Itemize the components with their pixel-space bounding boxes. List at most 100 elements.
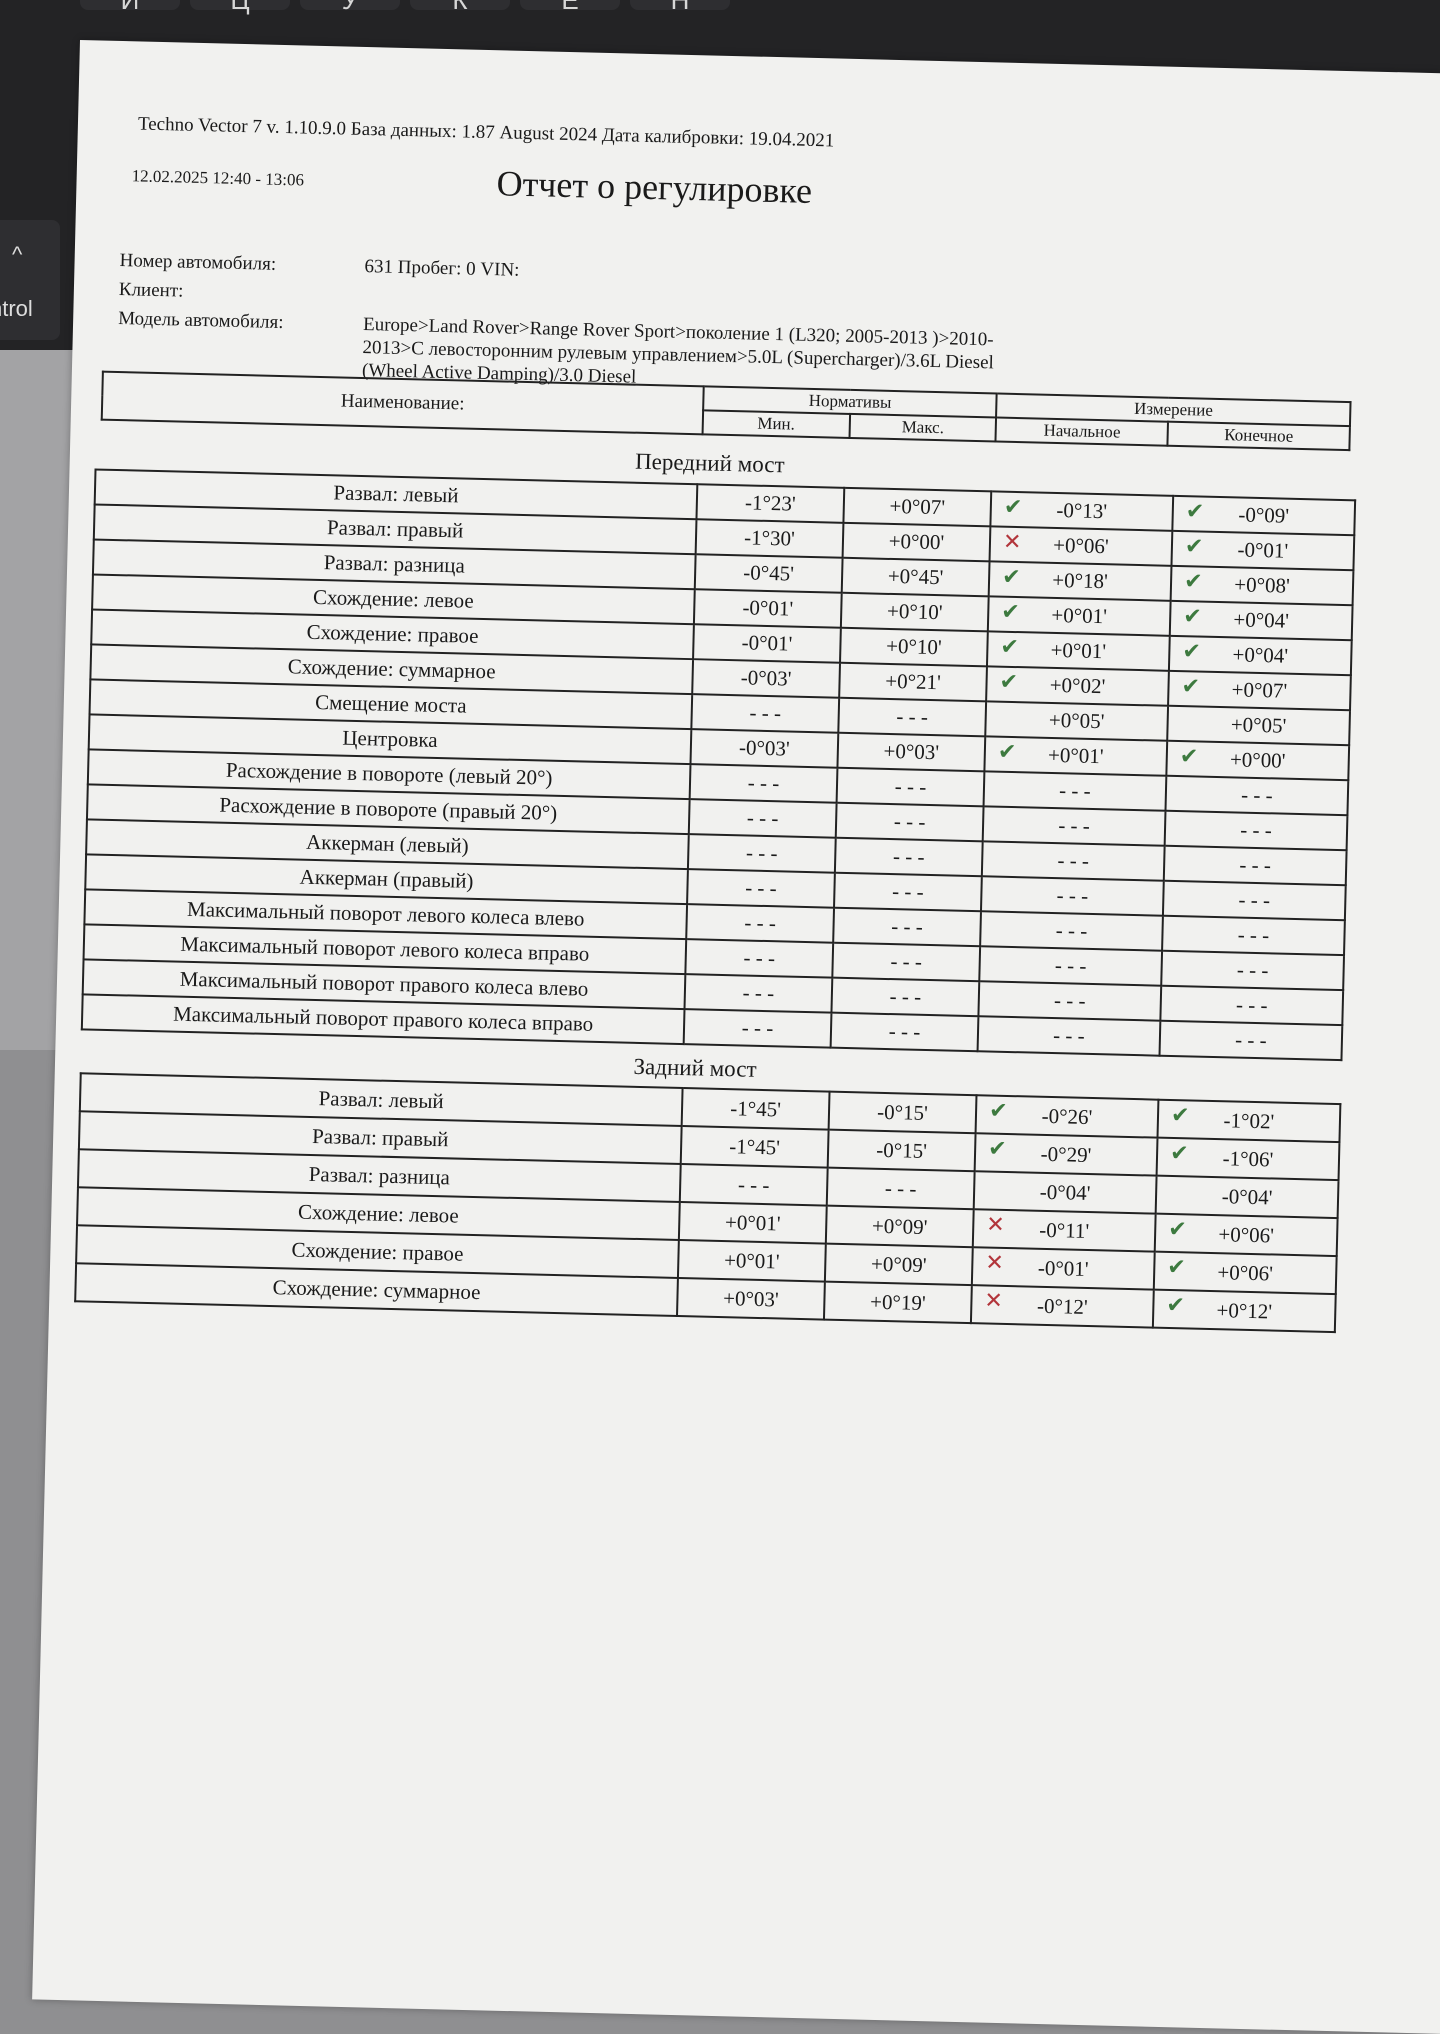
initial-cell: ✕ -0°01' [971, 1247, 1155, 1290]
max-cell: -0°15' [827, 1129, 976, 1172]
max-cell-value: +0°10' [885, 633, 942, 660]
max-cell: +0°03' [837, 732, 986, 772]
final-cell-value: - - - [1235, 992, 1268, 1018]
min-cell: - - - [683, 1009, 832, 1048]
final-cell: - - - [1161, 950, 1345, 991]
max-cell: +0°07' [843, 487, 992, 527]
front-axle-table: Развал: левый -1°23' +0°07' ✔ -0°13' ✔ -0°09' Р… [81, 468, 1356, 1061]
initial-cell: - - - [979, 946, 1163, 986]
min-cell: -0°45' [694, 554, 843, 593]
parameter-name-value: Схождение: суммарное [287, 654, 496, 684]
initial-cell: - - - [981, 841, 1165, 881]
final-cell-value: +0°04' [1233, 607, 1290, 633]
initial-cell-value: -0°04' [1039, 1179, 1091, 1205]
initial-cell: - - - [978, 981, 1162, 1021]
parameter-name-value: Развал: правый [311, 1123, 449, 1151]
min-cell-value: - - - [749, 700, 782, 726]
key: У [300, 0, 400, 15]
check-icon: ✔ [988, 1098, 1008, 1124]
parameter-name-value: Развал: разница [308, 1161, 451, 1189]
parameter-name-value: Расхождение в повороте (левый 20°) [225, 757, 553, 790]
key: К [410, 0, 510, 15]
max-cell-value: - - - [891, 914, 924, 939]
report-paper: Techno Vector 7 v. 1.10.9.0 База данных:… [32, 40, 1440, 2034]
final-cell: ✔ -0°09' [1172, 495, 1356, 536]
parameter-name-value: Расхождение в повороте (правый 20°) [219, 792, 558, 825]
check-icon: ✔ [1169, 1140, 1189, 1167]
initial-cell-value: -0°11' [1038, 1217, 1090, 1243]
min-cell-value: - - - [743, 945, 776, 971]
final-cell-value: - - - [1234, 1027, 1267, 1053]
max-cell: - - - [838, 697, 987, 737]
initial-cell-value: -0°01' [1037, 1255, 1089, 1281]
min-cell-value: - - - [737, 1171, 770, 1197]
header-final: Конечное [1167, 421, 1350, 451]
max-cell-value: +0°45' [887, 563, 944, 590]
max-cell: - - - [833, 907, 981, 947]
min-cell: - - - [684, 974, 833, 1013]
final-cell-value: +0°06' [1218, 1221, 1275, 1248]
key: Й [80, 0, 180, 15]
initial-cell-value: - - - [1057, 848, 1090, 873]
initial-cell: - - - [980, 876, 1164, 916]
max-cell-value: -0°15' [875, 1137, 928, 1163]
min-cell-value: +0°01' [723, 1247, 780, 1273]
final-cell: ✔ +0°07' [1168, 670, 1351, 711]
max-cell-value: - - - [890, 949, 923, 974]
check-icon: ✔ [1167, 1216, 1188, 1243]
min-cell-value: - - - [742, 980, 775, 1006]
initial-cell: ✕ -0°11' [972, 1209, 1156, 1252]
initial-cell-value: - - - [1058, 778, 1091, 803]
max-cell: +0°21' [839, 662, 987, 702]
max-cell: +0°00' [842, 522, 991, 562]
initial-cell-value: +0°05' [1048, 707, 1105, 734]
final-cell: ✔ +0°12' [1152, 1289, 1336, 1333]
cross-icon: ✕ [985, 1250, 1005, 1276]
initial-cell-value: +0°18' [1052, 567, 1109, 594]
min-cell-value: -0°01' [741, 630, 793, 656]
max-cell-value: -0°15' [876, 1099, 929, 1125]
initial-cell: ✕ -0°12' [970, 1285, 1154, 1328]
max-cell: - - - [831, 977, 980, 1017]
min-cell: - - - [687, 869, 835, 908]
final-cell: ✔ +0°06' [1153, 1251, 1337, 1295]
final-cell-value: - - - [1239, 852, 1272, 878]
cross-icon: ✕ [1002, 529, 1022, 556]
arrow-up-icon: ^ [12, 242, 23, 267]
max-cell: -0°15' [828, 1091, 977, 1134]
check-icon: ✔ [1184, 534, 1204, 560]
initial-cell-value: - - - [1052, 1023, 1085, 1048]
final-cell-value: +0°04' [1232, 642, 1289, 668]
min-cell: -0°03' [692, 659, 841, 698]
parameter-name-value: Схождение: правое [291, 1237, 464, 1266]
initial-cell-value: -0°26' [1041, 1103, 1093, 1129]
max-cell: +0°10' [840, 592, 989, 632]
parameter-name-value: Схождение: левое [297, 1199, 460, 1228]
initial-cell: ✔ -0°13' [990, 491, 1174, 531]
check-icon: ✔ [1166, 1292, 1186, 1319]
parameter-name-value: Схождение: левое [312, 584, 475, 613]
final-cell-value: -0°09' [1238, 502, 1290, 528]
min-cell: - - - [679, 1164, 828, 1206]
parameter-name-value: Развал: разница [323, 550, 466, 578]
parameter-name-value: Аккерман (правый) [299, 864, 474, 893]
final-cell: - - - [1163, 845, 1347, 886]
check-icon: ✔ [1183, 569, 1203, 595]
initial-cell-value: - - - [1056, 883, 1089, 908]
initial-cell: ✔ -0°29' [974, 1133, 1158, 1176]
final-cell: ✔ +0°04' [1168, 635, 1352, 676]
parameter-name-value: Схождение: суммарное [272, 1274, 481, 1304]
initial-cell: - - - [980, 911, 1163, 951]
max-cell-value: +0°03' [883, 738, 940, 765]
min-cell: -0°03' [690, 729, 839, 768]
max-cell-value: - - - [888, 1019, 921, 1044]
initial-cell: -0°04' [973, 1171, 1157, 1214]
check-icon: ✔ [1170, 1102, 1190, 1129]
cross-icon: ✕ [986, 1212, 1006, 1238]
key: Н [630, 0, 730, 15]
initial-cell: - - - [982, 806, 1166, 846]
final-cell: - - - [1160, 985, 1344, 1026]
final-cell-value: +0°06' [1217, 1259, 1274, 1286]
final-cell: ✔ +0°00' [1166, 740, 1350, 781]
check-icon: ✔ [1182, 639, 1202, 665]
